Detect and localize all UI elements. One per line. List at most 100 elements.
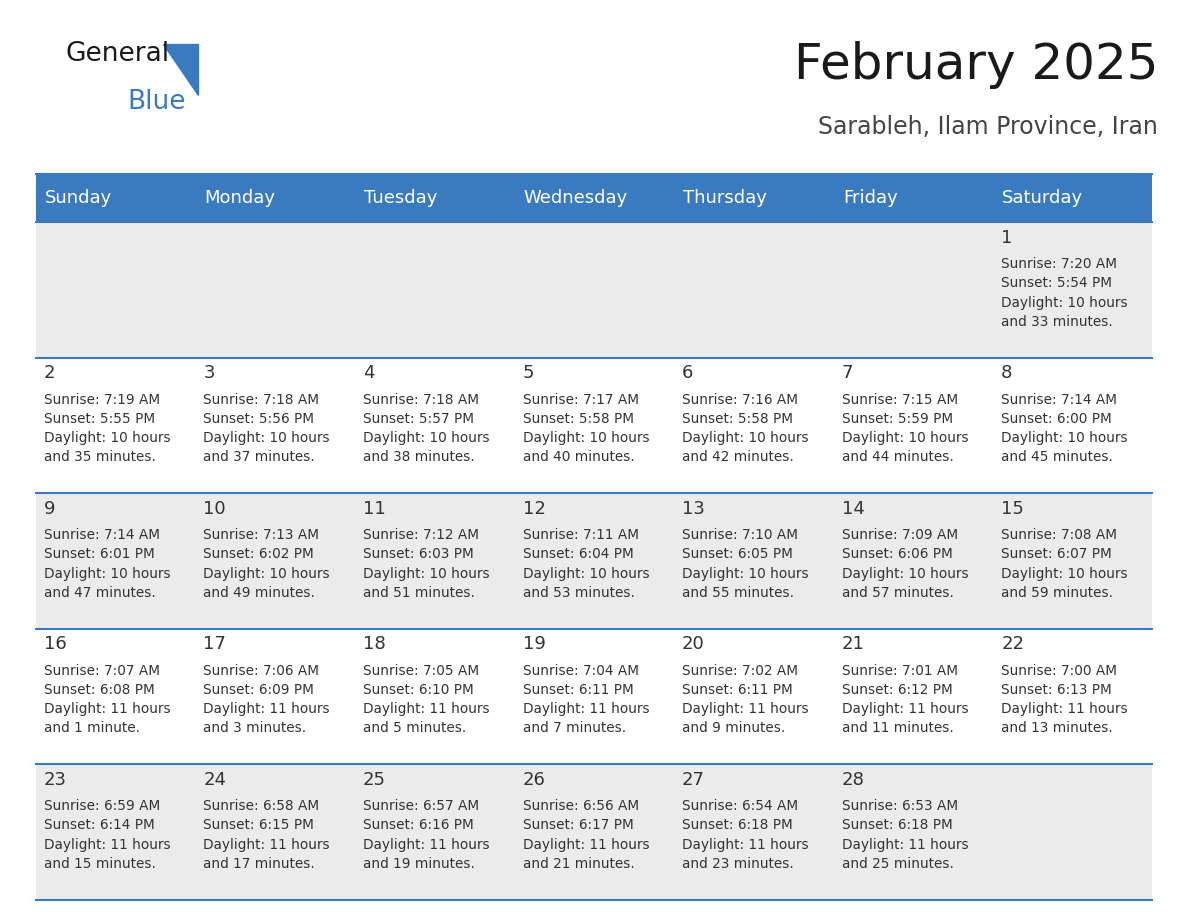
Text: and 45 minutes.: and 45 minutes. [1001, 451, 1113, 465]
Bar [36, 174, 195, 222]
Text: 17: 17 [203, 635, 227, 653]
Text: Daylight: 10 hours: Daylight: 10 hours [523, 566, 649, 580]
Text: Sunset: 6:11 PM: Sunset: 6:11 PM [682, 683, 792, 697]
Text: Daylight: 11 hours: Daylight: 11 hours [203, 837, 330, 852]
Text: Sunset: 6:00 PM: Sunset: 6:00 PM [1001, 412, 1112, 426]
Bar [993, 764, 1152, 900]
Bar [36, 764, 195, 900]
Text: and 33 minutes.: and 33 minutes. [1001, 315, 1113, 329]
Text: Sunset: 6:13 PM: Sunset: 6:13 PM [1001, 683, 1112, 697]
Text: Sunset: 6:08 PM: Sunset: 6:08 PM [44, 683, 154, 697]
Bar [833, 629, 993, 764]
Text: Sunset: 5:57 PM: Sunset: 5:57 PM [364, 412, 474, 426]
Text: 5: 5 [523, 364, 535, 382]
Polygon shape [163, 44, 198, 95]
Bar [355, 174, 514, 222]
Text: Sunrise: 7:04 AM: Sunrise: 7:04 AM [523, 664, 639, 677]
Bar [674, 764, 833, 900]
Text: Daylight: 11 hours: Daylight: 11 hours [841, 702, 968, 716]
Bar [993, 222, 1152, 358]
Text: February 2025: February 2025 [794, 41, 1158, 89]
Text: 18: 18 [364, 635, 386, 653]
Bar [674, 358, 833, 493]
Bar [674, 174, 833, 222]
Bar [833, 493, 993, 629]
Text: Sunset: 6:16 PM: Sunset: 6:16 PM [364, 818, 474, 833]
Text: Sunset: 6:01 PM: Sunset: 6:01 PM [44, 547, 154, 561]
Text: Daylight: 11 hours: Daylight: 11 hours [364, 702, 489, 716]
Text: Sunset: 5:56 PM: Sunset: 5:56 PM [203, 412, 315, 426]
Text: and 47 minutes.: and 47 minutes. [44, 586, 156, 599]
Text: Sunset: 6:14 PM: Sunset: 6:14 PM [44, 818, 154, 833]
Text: and 44 minutes.: and 44 minutes. [841, 451, 953, 465]
Text: Sunrise: 7:17 AM: Sunrise: 7:17 AM [523, 393, 639, 407]
Text: and 59 minutes.: and 59 minutes. [1001, 586, 1113, 599]
Text: Sunset: 6:03 PM: Sunset: 6:03 PM [364, 547, 474, 561]
Text: 10: 10 [203, 499, 226, 518]
Text: Sunset: 5:58 PM: Sunset: 5:58 PM [523, 412, 633, 426]
Text: Sarableh, Ilam Province, Iran: Sarableh, Ilam Province, Iran [819, 115, 1158, 139]
Bar [36, 493, 195, 629]
Text: and 7 minutes.: and 7 minutes. [523, 722, 626, 735]
Text: Sunset: 6:10 PM: Sunset: 6:10 PM [364, 683, 474, 697]
Text: Sunrise: 6:58 AM: Sunrise: 6:58 AM [203, 799, 320, 813]
Text: 11: 11 [364, 499, 386, 518]
Text: Sunset: 5:59 PM: Sunset: 5:59 PM [841, 412, 953, 426]
Text: Daylight: 11 hours: Daylight: 11 hours [1001, 702, 1127, 716]
Text: 2: 2 [44, 364, 56, 382]
Bar [993, 174, 1152, 222]
Text: 4: 4 [364, 364, 374, 382]
Text: 27: 27 [682, 770, 706, 789]
Bar [514, 174, 674, 222]
Text: Sunrise: 6:57 AM: Sunrise: 6:57 AM [364, 799, 479, 813]
Text: and 49 minutes.: and 49 minutes. [203, 586, 315, 599]
Text: and 37 minutes.: and 37 minutes. [203, 451, 315, 465]
Text: and 9 minutes.: and 9 minutes. [682, 722, 785, 735]
Bar [195, 358, 355, 493]
Bar [195, 629, 355, 764]
Text: 3: 3 [203, 364, 215, 382]
Text: Sunrise: 7:12 AM: Sunrise: 7:12 AM [364, 528, 479, 542]
Bar [355, 493, 514, 629]
Text: Daylight: 10 hours: Daylight: 10 hours [203, 566, 330, 580]
Bar [514, 222, 674, 358]
Text: and 3 minutes.: and 3 minutes. [203, 722, 307, 735]
Text: Sunset: 6:07 PM: Sunset: 6:07 PM [1001, 547, 1112, 561]
Text: and 15 minutes.: and 15 minutes. [44, 856, 156, 871]
Text: and 57 minutes.: and 57 minutes. [841, 586, 954, 599]
Text: Daylight: 10 hours: Daylight: 10 hours [1001, 566, 1127, 580]
Text: Daylight: 10 hours: Daylight: 10 hours [523, 431, 649, 445]
Text: Daylight: 10 hours: Daylight: 10 hours [841, 566, 968, 580]
Text: Wednesday: Wednesday [524, 189, 628, 207]
Text: Thursday: Thursday [683, 189, 767, 207]
Text: Sunrise: 7:01 AM: Sunrise: 7:01 AM [841, 664, 958, 677]
Bar [514, 764, 674, 900]
Text: 28: 28 [841, 770, 865, 789]
Text: and 11 minutes.: and 11 minutes. [841, 722, 953, 735]
Text: Sunrise: 7:10 AM: Sunrise: 7:10 AM [682, 528, 798, 542]
Text: Sunrise: 7:11 AM: Sunrise: 7:11 AM [523, 528, 639, 542]
Text: Sunset: 6:02 PM: Sunset: 6:02 PM [203, 547, 315, 561]
Text: Sunset: 6:06 PM: Sunset: 6:06 PM [841, 547, 953, 561]
Text: and 42 minutes.: and 42 minutes. [682, 451, 794, 465]
Text: 20: 20 [682, 635, 704, 653]
Text: 19: 19 [523, 635, 545, 653]
Text: Sunset: 5:58 PM: Sunset: 5:58 PM [682, 412, 794, 426]
Text: Daylight: 10 hours: Daylight: 10 hours [364, 431, 489, 445]
Text: Daylight: 11 hours: Daylight: 11 hours [44, 837, 171, 852]
Text: 9: 9 [44, 499, 56, 518]
Text: Sunrise: 7:05 AM: Sunrise: 7:05 AM [364, 664, 479, 677]
Text: and 23 minutes.: and 23 minutes. [682, 856, 794, 871]
Text: and 17 minutes.: and 17 minutes. [203, 856, 315, 871]
Text: Sunrise: 7:16 AM: Sunrise: 7:16 AM [682, 393, 798, 407]
Text: Sunset: 6:15 PM: Sunset: 6:15 PM [203, 818, 315, 833]
Bar [36, 629, 195, 764]
Text: Tuesday: Tuesday [365, 189, 437, 207]
Text: 16: 16 [44, 635, 67, 653]
Text: Daylight: 11 hours: Daylight: 11 hours [682, 702, 809, 716]
Text: and 40 minutes.: and 40 minutes. [523, 451, 634, 465]
Text: 13: 13 [682, 499, 704, 518]
Text: Daylight: 10 hours: Daylight: 10 hours [44, 566, 171, 580]
Text: Daylight: 10 hours: Daylight: 10 hours [203, 431, 330, 445]
Text: Daylight: 10 hours: Daylight: 10 hours [841, 431, 968, 445]
